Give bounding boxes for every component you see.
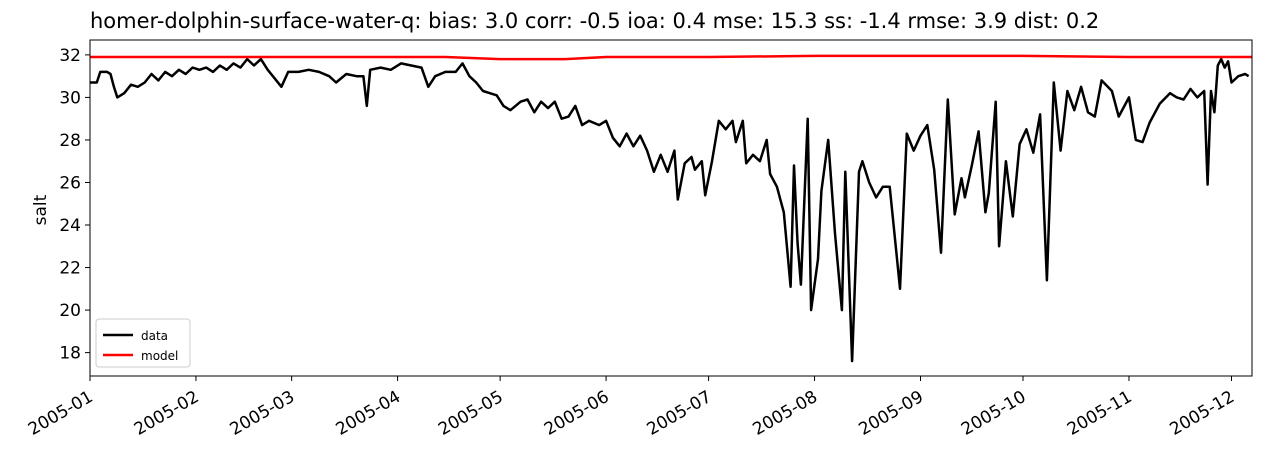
x-tick-label: 2005-06 [541, 387, 613, 440]
x-tick-label: 2005-04 [333, 387, 405, 440]
y-axis-label: salt [31, 194, 51, 225]
y-tick-label: 22 [59, 259, 81, 279]
x-tick-label: 2005-07 [644, 387, 716, 440]
x-tick-label: 2005-10 [958, 387, 1030, 440]
x-tick-label: 2005-12 [1166, 387, 1238, 440]
y-tick-label: 18 [59, 344, 81, 364]
x-tick-label: 2005-11 [1064, 387, 1136, 440]
y-tick-label: 26 [59, 173, 81, 193]
legend-label-model: model [141, 349, 178, 363]
x-tick-label: 2005-02 [131, 387, 203, 440]
y-tick-label: 20 [59, 301, 81, 321]
y-tick-label: 24 [59, 216, 81, 236]
y-tick-label: 28 [59, 131, 81, 151]
x-tick-label: 2005-05 [435, 387, 507, 440]
x-tick-label: 2005-03 [227, 387, 299, 440]
series-line-model [90, 54, 1252, 61]
plot-frame [89, 39, 1253, 377]
y-axis: 18 20 22 24 26 28 30 32 [59, 46, 90, 364]
series-layer [90, 54, 1252, 363]
x-axis: 2005-01 2005-02 2005-03 2005-04 2005-05 2005-… [25, 376, 1238, 440]
series-line-data [90, 57, 1250, 363]
x-tick-label: 2005-01 [25, 387, 97, 440]
x-tick-label: 2005-08 [750, 387, 822, 440]
legend: data model [95, 318, 191, 368]
chart-title: homer-dolphin-surface-water-q: bias: 3.0… [90, 9, 1099, 33]
y-tick-label: 30 [59, 88, 81, 108]
x-tick-label: 2005-09 [855, 387, 927, 440]
legend-label-data: data [141, 329, 168, 343]
plot-area [89, 39, 1253, 377]
y-tick-label: 32 [59, 46, 81, 66]
